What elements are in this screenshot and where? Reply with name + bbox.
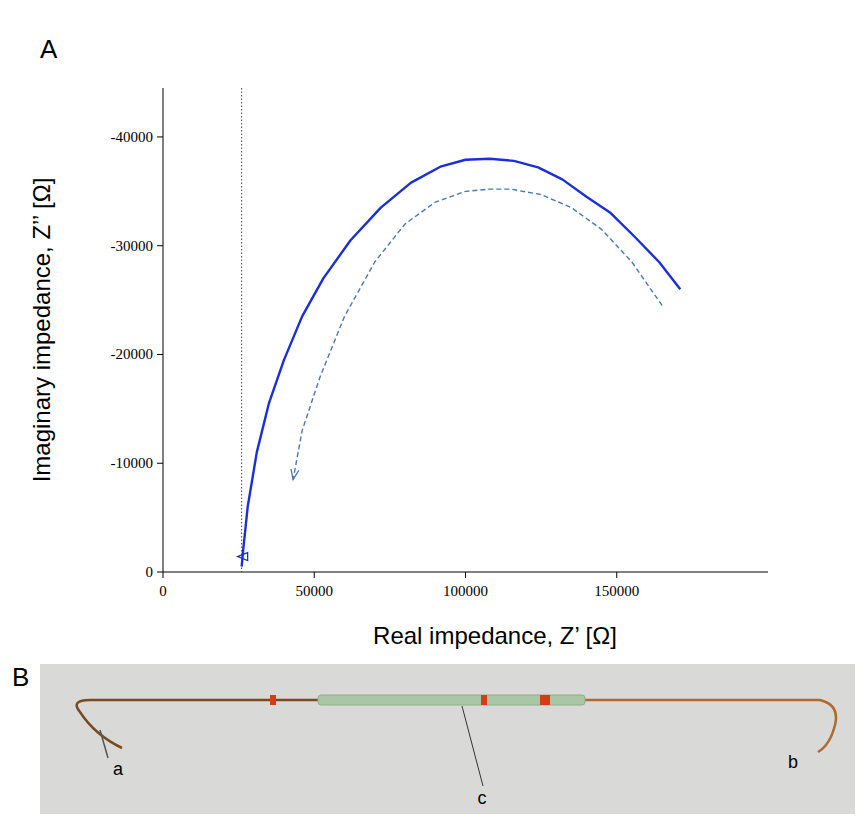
x-axis-title: Real impedance, Z’ [Ω] (373, 622, 617, 649)
y-tick-label: -10000 (111, 455, 154, 471)
y-axis-title: Imaginary impedance, Z’’ [Ω] (28, 178, 55, 483)
x-tick (314, 572, 315, 578)
red-marker (481, 695, 487, 705)
photo-label: a (113, 759, 124, 779)
red-marker (270, 695, 276, 705)
panel-letter: B (12, 662, 29, 692)
reference-line (241, 88, 242, 572)
series-line (293, 189, 662, 479)
photo-background (40, 664, 855, 814)
photo-label: c (478, 788, 487, 808)
x-tick-label: 100000 (443, 583, 488, 599)
figure: A 0 50000 100000 150000 0 -10000 -20000 -30000 -4… (0, 0, 861, 820)
red-marker (540, 695, 550, 705)
panel-letter: A (40, 34, 58, 64)
plot-area (242, 88, 681, 572)
y-tick-label: -40000 (111, 129, 154, 145)
pin (100, 730, 108, 758)
y-axis-line (163, 88, 164, 572)
photo-panel: a b c (40, 664, 855, 814)
y-tick (157, 572, 163, 573)
series-line (242, 159, 681, 567)
y-tick (157, 136, 163, 137)
wire (585, 700, 836, 752)
tube (318, 695, 585, 705)
axes: 0 50000 100000 150000 0 -10000 -20000 -30000 -40… (111, 88, 769, 599)
x-tick-label: 50000 (296, 583, 334, 599)
x-tick (465, 572, 466, 578)
y-tick (157, 463, 163, 464)
y-tick-label: -20000 (111, 346, 154, 362)
y-tick (157, 245, 163, 246)
y-tick-label: -30000 (111, 238, 154, 254)
x-tick-label: 150000 (594, 583, 639, 599)
wire (77, 700, 318, 748)
arrow-head (238, 553, 248, 561)
y-tick (157, 354, 163, 355)
arrow-head (291, 469, 299, 480)
x-tick-label: 0 (159, 583, 167, 599)
photo-label: b (788, 752, 798, 772)
x-tick (163, 572, 164, 578)
x-tick (616, 572, 617, 578)
y-tick-label: 0 (146, 564, 154, 580)
leader-line (462, 706, 483, 786)
